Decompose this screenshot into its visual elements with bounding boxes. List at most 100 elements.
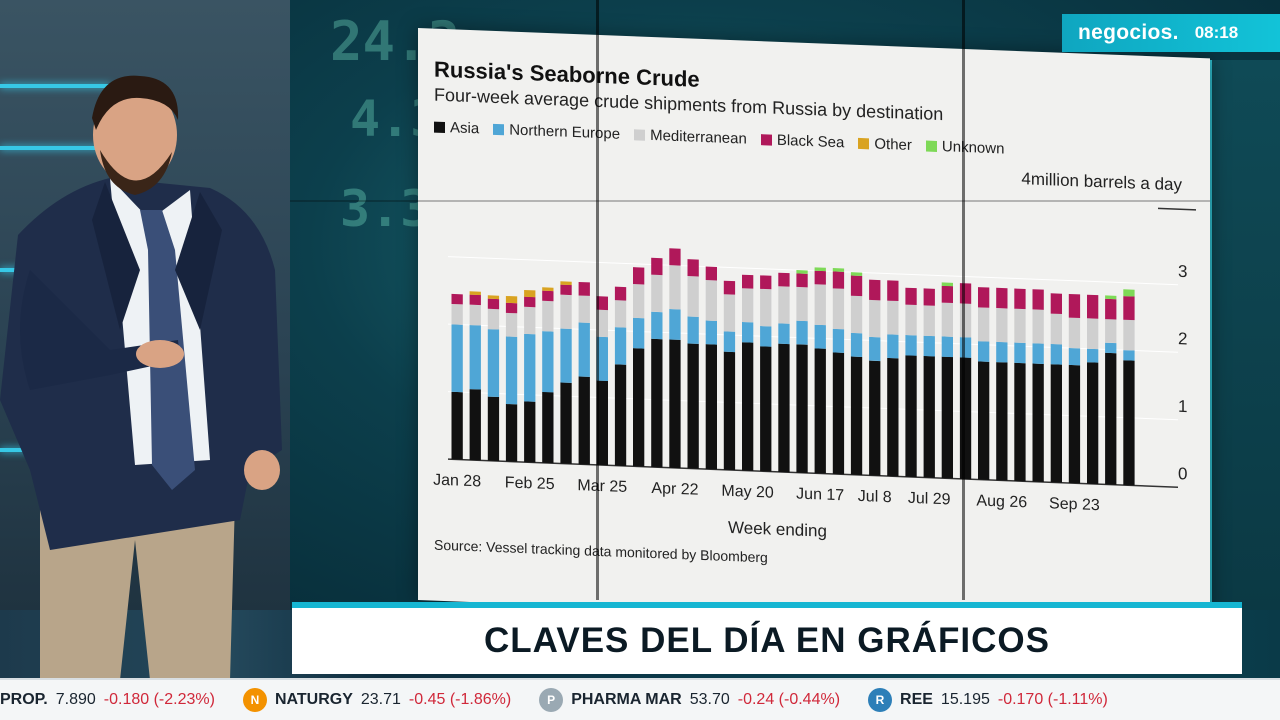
x-tick-label: Jun 17 <box>796 486 844 505</box>
bar-segment <box>905 335 917 356</box>
ticker-item: PROP. 7.890 -0.180 (-2.23%) <box>0 691 215 709</box>
bar-segment <box>560 294 572 330</box>
lower-third-banner: CLAVES DEL DÍA EN GRÁFICOS <box>292 602 1242 674</box>
bar-segment <box>687 343 699 469</box>
bar-segment <box>651 274 663 313</box>
chart-canvas: 0 1 2 3 Jan 28 Feb 25 Mar 25 Apr 22 May 20 Jun 17… <box>433 207 1196 514</box>
bar-segment <box>542 290 554 302</box>
bar-segment <box>469 389 481 461</box>
bar-segment <box>796 320 808 345</box>
bar-segment <box>923 288 935 306</box>
bar-segment <box>742 288 754 323</box>
background-number: 3.3 <box>340 180 431 238</box>
bar-segment <box>633 284 645 319</box>
bar-segment <box>978 341 990 362</box>
bar-segment <box>1050 343 1063 365</box>
bar-segment <box>978 361 990 480</box>
network-bug: negocios. 08:18 <box>1062 14 1280 52</box>
bar-segment <box>796 344 808 474</box>
x-tick-label: Jul 29 <box>908 490 951 509</box>
bar-segment <box>850 272 863 276</box>
bar-segment <box>542 300 554 332</box>
bar-segment <box>1068 364 1081 484</box>
bar-segment <box>1050 364 1063 483</box>
bar-segment <box>1087 348 1099 363</box>
bar-segment <box>633 267 645 285</box>
bar-segment <box>850 356 863 476</box>
ticker-name: PROP. <box>0 691 48 708</box>
bar-segment <box>1014 288 1026 310</box>
legend-item: Other <box>858 135 912 154</box>
bar-segment <box>723 351 736 471</box>
gridline <box>448 391 1178 421</box>
ticker-name: NATURGY <box>274 691 353 708</box>
x-tick-label: Aug 26 <box>976 492 1027 511</box>
legend-swatch <box>434 121 445 134</box>
bar-segment <box>578 281 590 296</box>
bar-segment <box>832 268 845 272</box>
bar-segment <box>505 336 518 405</box>
bar-segment <box>1123 360 1135 486</box>
bar-segment <box>1123 350 1135 361</box>
bar-segment <box>451 304 463 325</box>
bar-segment <box>832 352 845 475</box>
bar-segment <box>905 287 917 306</box>
bar-segment <box>451 324 463 393</box>
bar-segment <box>742 274 754 289</box>
x-tick-label: Apr 22 <box>651 480 698 499</box>
bar-segment <box>1014 342 1026 364</box>
bar-segment <box>614 300 627 328</box>
bar-segment <box>487 298 500 310</box>
legend-item: Asia <box>434 119 479 137</box>
bar-segment <box>1123 319 1135 351</box>
bar-segment <box>505 403 518 462</box>
bar-segment <box>669 339 681 469</box>
ticker-price: 23.71 <box>360 691 401 708</box>
bar-segment <box>1105 298 1117 320</box>
bar-segment <box>1014 308 1026 344</box>
bar-segment <box>778 286 790 324</box>
ticker-item: N NATURGY 23.71 -0.45 (-1.86%) <box>242 688 511 712</box>
bar-segment <box>596 296 608 311</box>
studio-video-wall-right <box>1210 60 1280 610</box>
bar-segment <box>524 306 536 335</box>
bar-segment <box>705 320 718 345</box>
bar-segment <box>596 380 608 466</box>
bar-segment <box>1105 318 1117 344</box>
bar-segment <box>578 322 590 377</box>
bar-segment <box>578 295 590 323</box>
bar-segment <box>905 304 917 336</box>
video-wall-seam <box>290 200 1210 202</box>
bar-segment <box>560 281 572 286</box>
bar-segment <box>560 328 572 383</box>
bar-segment <box>614 327 627 365</box>
bar-segment <box>1105 352 1117 485</box>
bar-segment <box>1105 295 1117 300</box>
bar-segment <box>850 332 863 357</box>
bar-segment <box>832 328 845 353</box>
gridline <box>448 323 1178 353</box>
x-tick-label: Feb 25 <box>505 474 555 493</box>
bar-segment <box>760 275 772 290</box>
bar-segment <box>760 288 772 327</box>
bar-segment <box>651 311 663 340</box>
bar-segment <box>778 343 790 473</box>
x-tick-label: Mar 25 <box>577 477 627 496</box>
bar-segment <box>1123 296 1135 321</box>
legend-swatch <box>493 123 505 136</box>
stock-ticker: PROP. 7.890 -0.180 (-2.23%) N NATURGY 23.71 -0… <box>0 678 1280 720</box>
bar-segment <box>505 312 518 337</box>
legend-item: Black Sea <box>760 131 844 151</box>
bar-segment <box>723 280 736 295</box>
bar-segment <box>850 295 863 334</box>
gridline <box>448 458 1178 488</box>
bar-segment <box>524 289 536 298</box>
bar-segment <box>669 248 681 266</box>
bar-segment <box>1087 294 1099 319</box>
ticker-price: 15.195 <box>940 691 990 708</box>
bar-segment <box>669 309 681 340</box>
bar-segment <box>614 286 627 301</box>
bar-segment <box>869 336 881 361</box>
bar-segment <box>796 270 808 274</box>
bar-segment <box>905 355 917 478</box>
